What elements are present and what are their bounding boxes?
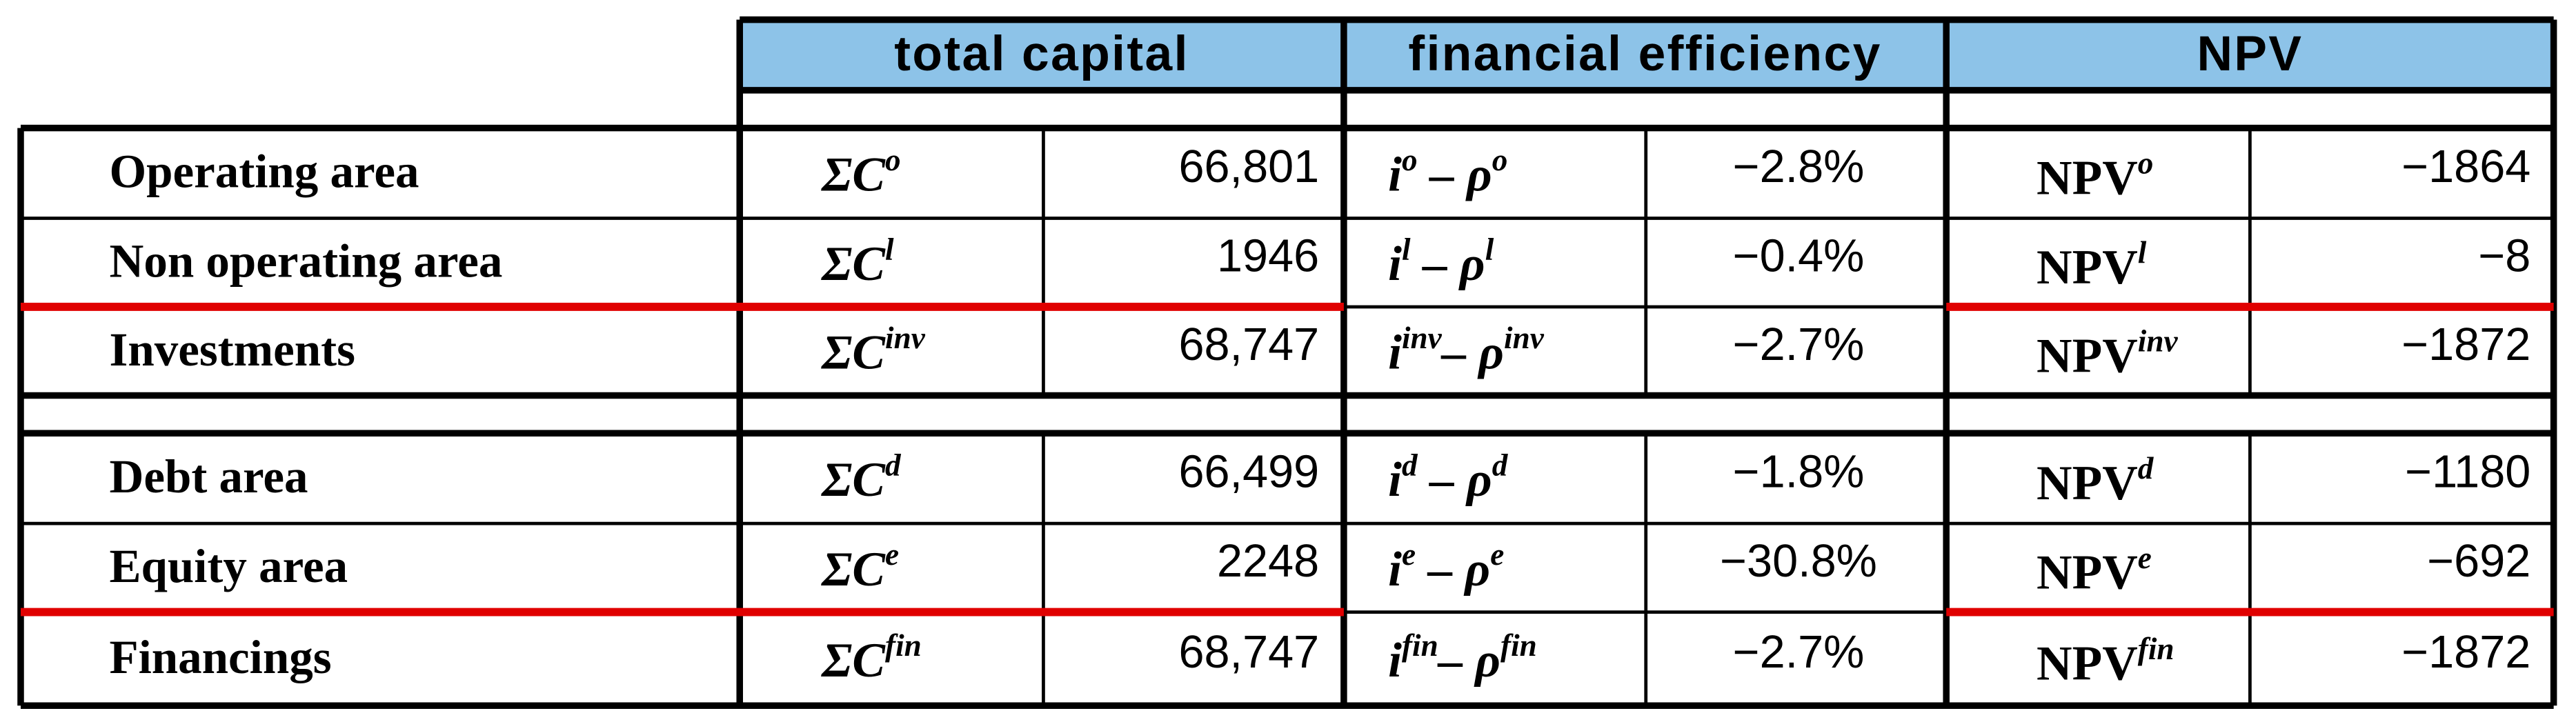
symbol: NPV: [2037, 240, 2138, 294]
superscript: o: [1492, 143, 1508, 177]
symbol: i: [1388, 633, 1402, 688]
symbol: NPV: [2037, 545, 2138, 600]
capital-symbol: ΣCl: [820, 232, 894, 292]
efficiency-value: −1.8%: [1733, 446, 1865, 497]
npv-value: −1180: [2405, 446, 2530, 497]
npv-value: −1872: [2401, 319, 2530, 370]
row-label: Equity area: [109, 540, 348, 592]
symbol: i: [1388, 453, 1402, 508]
symbol: ΣC: [820, 542, 886, 596]
symbol: – ρ: [1437, 633, 1500, 688]
row-label: Financings: [109, 631, 331, 683]
symbol: i: [1388, 148, 1402, 202]
superscript: d: [2138, 451, 2154, 485]
superscript: d: [1402, 448, 1418, 483]
superscript: l: [1485, 232, 1494, 267]
npv-symbol: NPVe: [2037, 541, 2152, 600]
superscript: o: [1402, 143, 1418, 177]
row-label: Operating area: [109, 146, 419, 198]
superscript: inv: [1402, 321, 1443, 355]
efficiency-symbol: ifin– ρfin: [1388, 628, 1537, 688]
efficiency-symbol: il – ρl: [1388, 232, 1494, 292]
symbol: i: [1388, 542, 1402, 596]
efficiency-value: −2.8%: [1733, 141, 1865, 192]
symbol: ΣC: [820, 453, 886, 508]
capital-symbol: ΣCd: [820, 448, 902, 508]
symbol: NPV: [2037, 151, 2138, 205]
symbol: ΣC: [820, 633, 886, 688]
superscript: fin: [885, 628, 922, 663]
capital-value: 2248: [1217, 536, 1319, 587]
symbol: NPV: [2037, 329, 2138, 383]
npv-value: −1872: [2401, 627, 2530, 678]
efficiency-value: −2.7%: [1733, 627, 1865, 678]
superscript: o: [885, 143, 901, 177]
capital-symbol: ΣCfin: [820, 628, 922, 688]
npv-symbol: NPVd: [2037, 451, 2154, 510]
symbol: – ρ: [1416, 542, 1490, 596]
capital-value: 66,801: [1178, 141, 1319, 192]
row-label: Debt area: [109, 450, 308, 503]
symbol: NPV: [2037, 636, 2138, 691]
superscript: e: [2138, 541, 2152, 575]
superscript: o: [2138, 146, 2154, 181]
symbol: – ρ: [1418, 453, 1492, 508]
superscript: inv: [885, 321, 926, 355]
column-header: total capital: [894, 26, 1189, 81]
superscript: fin: [1402, 628, 1438, 663]
superscript: inv: [1504, 321, 1545, 355]
efficiency-symbol: io – ρo: [1388, 143, 1507, 202]
efficiency-value: −30.8%: [1720, 536, 1877, 587]
superscript: d: [1492, 448, 1509, 483]
superscript: e: [885, 537, 899, 572]
efficiency-symbol: ie – ρe: [1388, 537, 1504, 596]
efficiency-symbol: id – ρd: [1388, 448, 1509, 508]
symbol: ΣC: [820, 148, 886, 202]
symbol: i: [1388, 325, 1402, 380]
capital-value: 68,747: [1178, 319, 1319, 370]
symbol: ΣC: [820, 325, 886, 380]
superscript: l: [885, 232, 894, 267]
column-header: NPV: [2197, 26, 2303, 81]
npv-value: −8: [2478, 231, 2530, 282]
npv-symbol: NPVl: [2037, 236, 2147, 295]
npv-value: −1864: [2401, 141, 2530, 192]
superscript: fin: [2138, 632, 2174, 666]
efficiency-symbol: iinv– ρinv: [1388, 321, 1545, 380]
capital-value: 68,747: [1178, 627, 1319, 678]
efficiency-value: −2.7%: [1733, 319, 1865, 370]
superscript: d: [885, 448, 902, 483]
capital-value: 66,499: [1178, 446, 1319, 497]
capital-symbol: ΣCo: [820, 143, 900, 202]
symbol: – ρ: [1411, 237, 1485, 292]
symbol: NPV: [2037, 456, 2138, 510]
capital-symbol: ΣCe: [820, 537, 899, 596]
row-label: Non operating area: [109, 234, 502, 287]
column-header: financial efficiency: [1408, 26, 1881, 81]
superscript: fin: [1500, 628, 1537, 663]
superscript: l: [1402, 232, 1411, 267]
npv-symbol: NPVo: [2037, 146, 2153, 205]
superscript: l: [2138, 236, 2147, 270]
row-label: Investments: [109, 323, 355, 376]
symbol: – ρ: [1440, 325, 1504, 380]
npv-value: −692: [2427, 536, 2530, 587]
npv-symbol: NPVfin: [2037, 632, 2174, 691]
symbol: i: [1388, 237, 1402, 292]
npv-symbol: NPVinv: [2037, 324, 2178, 383]
capital-symbol: ΣCinv: [820, 321, 926, 380]
superscript: e: [1490, 537, 1504, 572]
superscript: inv: [2138, 324, 2179, 359]
symbol: ΣC: [820, 237, 886, 292]
capital-value: 1946: [1217, 231, 1319, 282]
header-band: [740, 19, 2554, 90]
symbol: – ρ: [1418, 148, 1492, 202]
efficiency-value: −0.4%: [1733, 231, 1865, 282]
superscript: e: [1402, 537, 1416, 572]
